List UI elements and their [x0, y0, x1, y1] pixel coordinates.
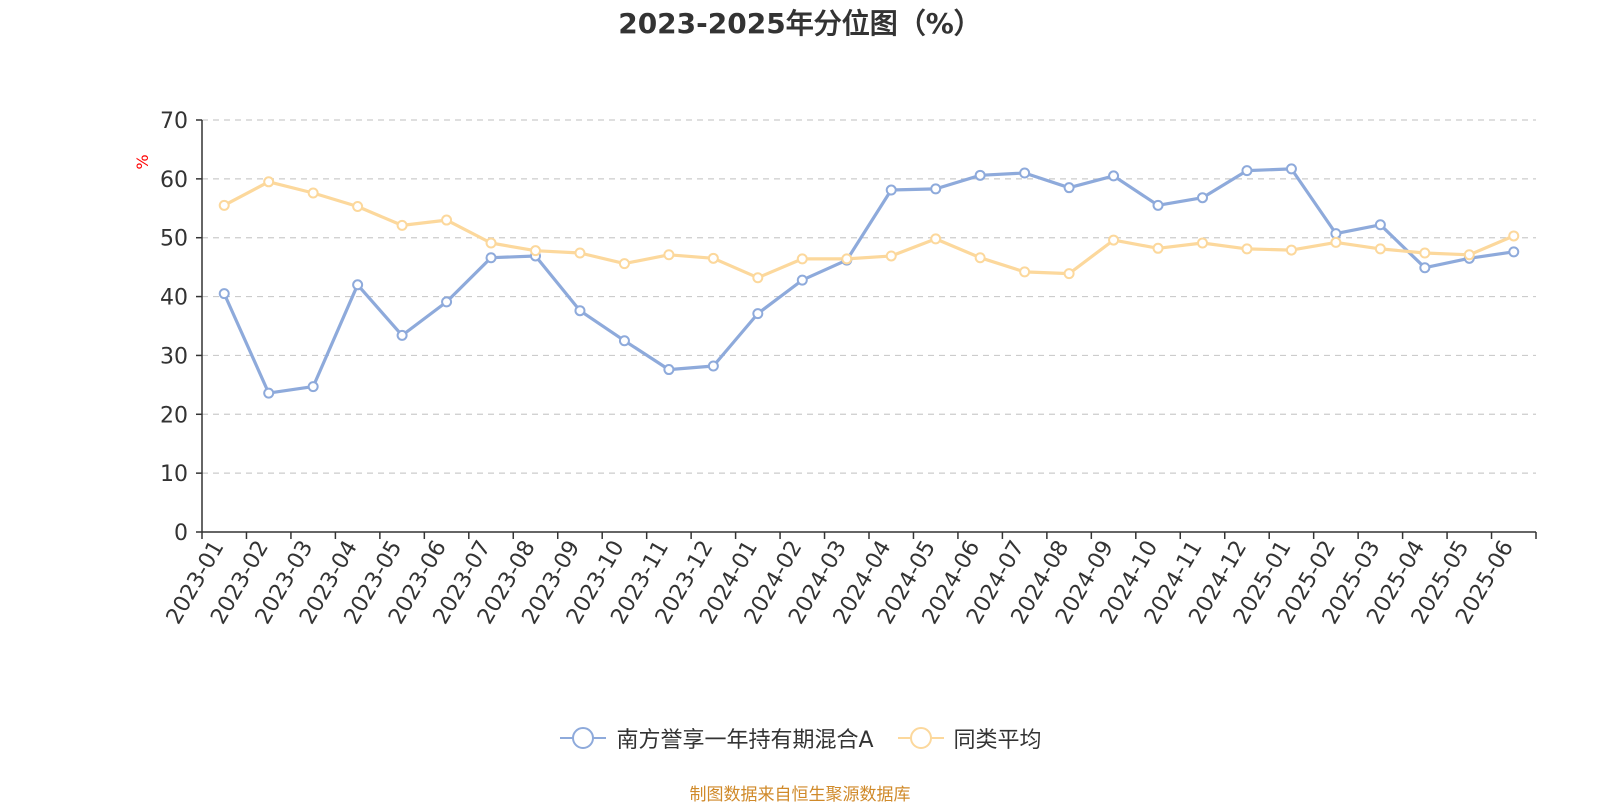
data-point[interactable]	[1285, 163, 1297, 175]
data-point[interactable]	[1285, 244, 1297, 256]
data-point[interactable]	[530, 245, 541, 257]
data-point[interactable]	[618, 258, 630, 270]
data-point[interactable]	[796, 253, 808, 265]
chart-title: 2023-2025年分位图（%）	[618, 7, 982, 40]
data-point[interactable]	[707, 252, 719, 264]
data-point[interactable]	[974, 169, 986, 181]
data-point[interactable]	[485, 252, 497, 264]
data-point[interactable]	[752, 272, 764, 284]
data-point[interactable]	[618, 335, 630, 347]
y-tick-label: 50	[160, 227, 188, 252]
data-point[interactable]	[263, 387, 275, 399]
y-tick-label: 10	[160, 462, 188, 487]
y-axis-unit-label: %	[133, 154, 152, 169]
data-point[interactable]	[1374, 219, 1386, 231]
data-point[interactable]	[485, 237, 497, 249]
data-point[interactable]	[1152, 199, 1164, 211]
data-point[interactable]	[1241, 165, 1253, 177]
series-line	[223, 180, 1515, 280]
data-point[interactable]	[752, 308, 764, 320]
data-point[interactable]	[574, 247, 586, 259]
data-point[interactable]	[218, 199, 230, 211]
legend-marker-circle	[909, 727, 932, 749]
data-point[interactable]	[974, 252, 986, 264]
series-line	[222, 167, 1515, 395]
grid-lines	[202, 119, 1536, 474]
data-point[interactable]	[663, 364, 675, 376]
data-point[interactable]	[1419, 247, 1431, 259]
axes: 0102030405060702023-012023-022023-032023…	[160, 109, 1537, 629]
data-point[interactable]	[1152, 242, 1164, 254]
data-point[interactable]	[263, 176, 275, 188]
data-point[interactable]	[1108, 170, 1120, 182]
data-point[interactable]	[441, 296, 453, 308]
data-point[interactable]	[1330, 228, 1342, 240]
data-point[interactable]	[396, 219, 408, 231]
data-point[interactable]	[885, 184, 897, 196]
data-point[interactable]	[1019, 266, 1031, 278]
data-point[interactable]	[1508, 246, 1520, 258]
data-point[interactable]	[1241, 243, 1253, 255]
data-point[interactable]	[1019, 167, 1031, 179]
data-point[interactable]	[1108, 234, 1120, 246]
legend-item[interactable]: 南方誉享一年持有期混合A	[558, 722, 874, 754]
y-tick-label: 0	[174, 521, 188, 546]
data-point[interactable]	[1419, 262, 1431, 274]
y-tick-label: 60	[160, 168, 188, 193]
series-points[interactable]	[218, 163, 1520, 399]
legend-marker-icon	[897, 727, 944, 749]
y-tick-label: 30	[160, 344, 188, 369]
legend-label: 同类平均	[953, 728, 1042, 753]
source-note: 制图数据来自恒生聚源数据库	[689, 785, 911, 805]
data-point[interactable]	[796, 274, 808, 286]
legend-marker-circle	[572, 727, 595, 749]
data-point[interactable]	[352, 279, 364, 291]
legend: 南方誉享一年持有期混合A 同类平均	[0, 722, 1600, 754]
data-point[interactable]	[1330, 236, 1342, 248]
data-point[interactable]	[1197, 192, 1208, 204]
data-point[interactable]	[1063, 268, 1075, 280]
y-tick-label: 20	[160, 403, 188, 428]
data-point[interactable]	[441, 214, 453, 226]
data-point[interactable]	[1508, 230, 1520, 242]
legend-marker-icon	[560, 727, 607, 749]
legend-item[interactable]: 同类平均	[896, 722, 1042, 754]
data-point[interactable]	[396, 329, 408, 341]
data-point[interactable]	[885, 250, 897, 262]
data-point[interactable]	[841, 253, 853, 265]
y-tick-label: 40	[160, 286, 188, 311]
data-point[interactable]	[307, 187, 319, 199]
data-point[interactable]	[1463, 249, 1475, 261]
data-point[interactable]	[1197, 237, 1208, 249]
data-point[interactable]	[930, 233, 942, 245]
data-point[interactable]	[218, 288, 230, 300]
data-point[interactable]	[574, 305, 586, 317]
data-point[interactable]	[1374, 243, 1386, 255]
y-tick-label: 70	[160, 109, 188, 134]
data-point[interactable]	[1063, 182, 1075, 194]
data-point[interactable]	[307, 381, 319, 393]
series-lines	[222, 167, 1515, 395]
data-point[interactable]	[707, 360, 719, 372]
data-point[interactable]	[352, 201, 364, 213]
legend-label: 南方誉享一年持有期混合A	[616, 728, 874, 753]
data-point[interactable]	[930, 183, 942, 195]
data-point[interactable]	[663, 249, 675, 261]
